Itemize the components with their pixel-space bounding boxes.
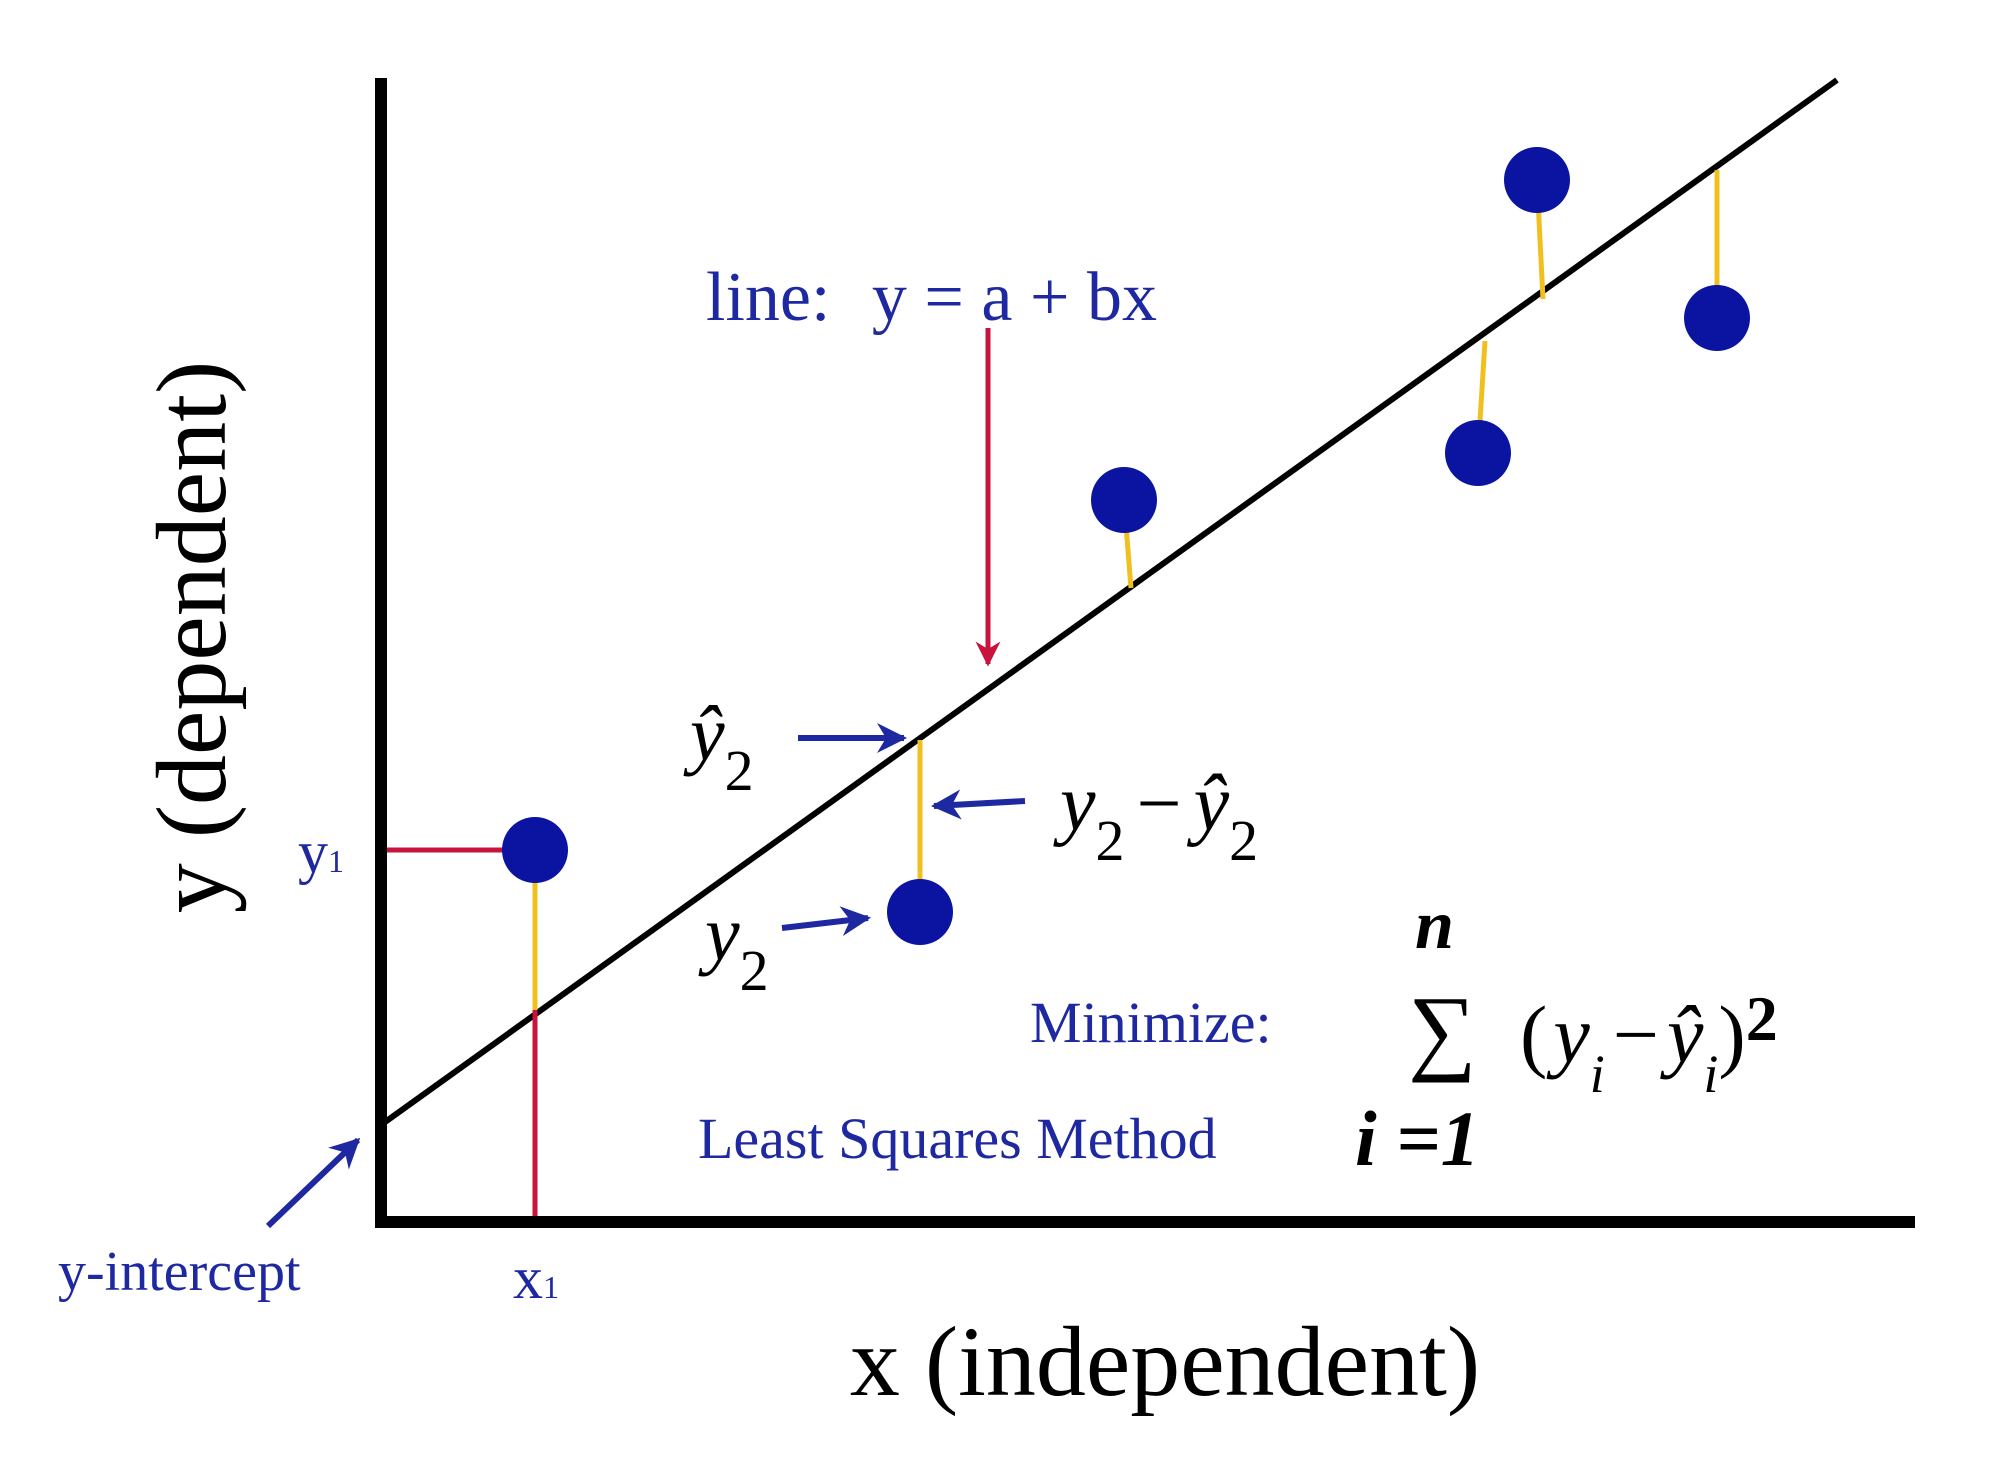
y2-base: y (698, 890, 740, 977)
data-point-6 (1684, 285, 1750, 351)
y2-arrow (781, 906, 871, 937)
x-axis-label: x (independent) (850, 1306, 1480, 1417)
line-equation: y = a + bx (872, 259, 1157, 336)
residual-yhat-subscript: 2 (1229, 808, 1258, 873)
x1-base: x (513, 1245, 543, 1311)
data-point-4 (1445, 420, 1511, 486)
residual-minus: − (1137, 760, 1182, 848)
sum-yhat-subscript: i (1703, 1044, 1718, 1104)
sum-exponent: 2 (1746, 983, 1778, 1054)
sum-open-paren: ( (1520, 989, 1547, 1080)
sum-lower-limit: i =1 (1355, 1095, 1480, 1182)
sum-close-paren: ) (1718, 989, 1745, 1080)
line-prefix: line: (706, 259, 830, 336)
sum-yi-subscript: i (1590, 1044, 1605, 1104)
sum-minus: − (1613, 989, 1659, 1080)
y1-label: y1 (298, 819, 344, 885)
data-point-5 (1504, 147, 1570, 213)
x1-subscript: 1 (543, 1269, 559, 1305)
y1-subscript: 1 (328, 843, 344, 879)
y2-label: y2 (698, 890, 769, 1003)
least-squares-method-label: Least Squares Method (698, 1106, 1217, 1171)
data-point-1 (502, 817, 568, 883)
y2-subscript: 2 (740, 938, 769, 1003)
y-intercept-arrow (265, 1137, 361, 1229)
y-axis-label: y (dependent) (136, 361, 247, 914)
y-intercept-label: y-intercept (58, 1241, 301, 1303)
line-equation-label: line: y = a + bx (706, 259, 1157, 336)
yhat2-subscript: 2 (725, 738, 754, 803)
residual-y-base: y (1053, 760, 1096, 848)
residual-label: y2− ŷ2 (1053, 760, 1258, 873)
sum-upper-limit: n (1415, 887, 1454, 964)
residual-y-subscript: 2 (1096, 808, 1125, 873)
data-point-3 (1091, 467, 1157, 533)
regression-line (379, 77, 1839, 1128)
x1-label: x1 (513, 1245, 559, 1311)
sum-yhat-base: ŷ (1660, 989, 1704, 1080)
residual-arrow (931, 789, 1026, 820)
yhat2-base: ŷ (683, 690, 725, 777)
residual-yhat-base: ŷ (1187, 760, 1230, 848)
sum-yi-base: y (1546, 989, 1590, 1080)
yhat2-label: ŷ2 (683, 690, 754, 803)
data-point-2 (887, 879, 953, 945)
sum-expression: (yi−ŷi)2 (1520, 983, 1778, 1104)
minimize-label: Minimize: (1030, 990, 1272, 1055)
sigma-symbol: ∑ (1408, 976, 1476, 1083)
y1-base: y (298, 819, 328, 885)
